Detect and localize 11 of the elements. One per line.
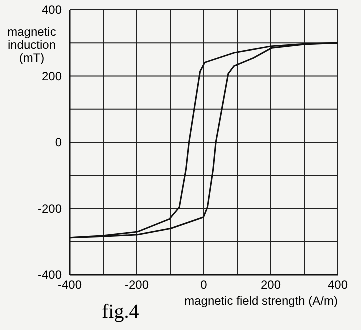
- y-tick-label: 0: [55, 136, 62, 150]
- y-tick-label: 200: [42, 69, 62, 84]
- x-axis-title: magnetic field strength (A/m): [184, 294, 338, 308]
- y-tick-label: -200: [38, 202, 62, 216]
- y-axis-title: magnetic induction (mT): [8, 25, 56, 65]
- x-tick-label: 400: [328, 278, 348, 292]
- x-tick-label: -200: [124, 278, 150, 292]
- caption: fig.4: [102, 301, 140, 323]
- x-tick-label: 0: [200, 278, 208, 292]
- y-tick-label: 400: [42, 3, 62, 17]
- x-tick-label: 200: [260, 278, 282, 292]
